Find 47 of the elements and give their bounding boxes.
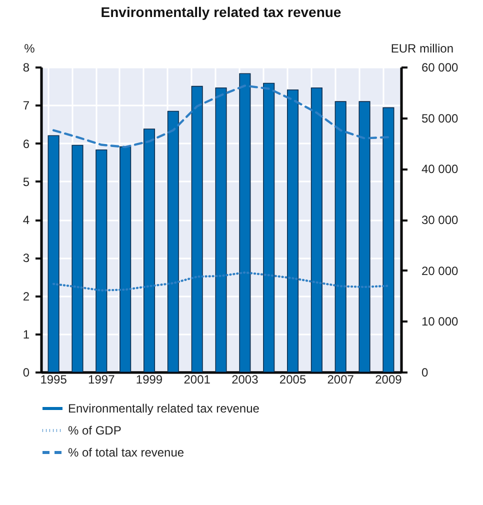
bar bbox=[72, 144, 84, 372]
bar bbox=[382, 107, 394, 372]
y-tick-label: 5 bbox=[22, 174, 30, 189]
legend-label: Environmentally related tax revenue bbox=[68, 402, 260, 416]
line-series bbox=[52, 84, 390, 148]
y-tick-label: 8 bbox=[22, 60, 30, 74]
y-tick-label: 3 bbox=[22, 251, 30, 266]
x-tick-label: 1997 bbox=[88, 372, 116, 386]
x-tick-label: 2005 bbox=[279, 372, 306, 386]
x-tick-label: 2001 bbox=[184, 372, 211, 386]
y-axis-title: % bbox=[24, 42, 36, 56]
bar bbox=[191, 86, 203, 372]
y2-tick-label: 50 000 bbox=[422, 111, 459, 126]
chart-title: Environmentally related tax revenue bbox=[100, 4, 342, 20]
bar bbox=[239, 73, 251, 372]
bar bbox=[310, 87, 322, 372]
x-tick-label: 2007 bbox=[327, 372, 354, 386]
y2-tick-label: 0 bbox=[422, 366, 428, 380]
bar bbox=[358, 101, 370, 372]
y2-axis-title: EUR million bbox=[390, 42, 454, 56]
bar bbox=[143, 128, 156, 372]
bar bbox=[96, 149, 108, 372]
legend-label: % of GDP bbox=[68, 424, 122, 438]
bar bbox=[120, 146, 132, 372]
legend-label: % of total tax revenue bbox=[68, 446, 184, 460]
y2-tick-label: 20 000 bbox=[422, 264, 459, 278]
bar bbox=[48, 135, 60, 372]
x-tick-label: 2003 bbox=[232, 372, 259, 386]
y-tick-label: 7 bbox=[22, 98, 30, 113]
y-tick-label: 0 bbox=[22, 366, 30, 380]
y-tick-label: 6 bbox=[22, 136, 30, 151]
x-tick-label: 1995 bbox=[40, 372, 68, 386]
line-series bbox=[52, 271, 390, 292]
bar bbox=[334, 101, 346, 372]
y2-tick-label: 40 000 bbox=[422, 162, 459, 176]
y-tick-label: 2 bbox=[22, 289, 30, 304]
y2-tick-label: 60 000 bbox=[422, 60, 459, 74]
bar bbox=[263, 82, 275, 372]
y-tick-label: 4 bbox=[22, 213, 30, 227]
x-tick-label: 1999 bbox=[136, 372, 163, 386]
bar bbox=[215, 87, 227, 372]
x-tick-label: 2009 bbox=[375, 372, 402, 386]
y-tick-label: 1 bbox=[22, 327, 30, 342]
y2-tick-label: 10 000 bbox=[422, 314, 459, 329]
y2-tick-label: 30 000 bbox=[422, 213, 459, 227]
bar bbox=[286, 89, 299, 372]
bar bbox=[167, 110, 179, 372]
